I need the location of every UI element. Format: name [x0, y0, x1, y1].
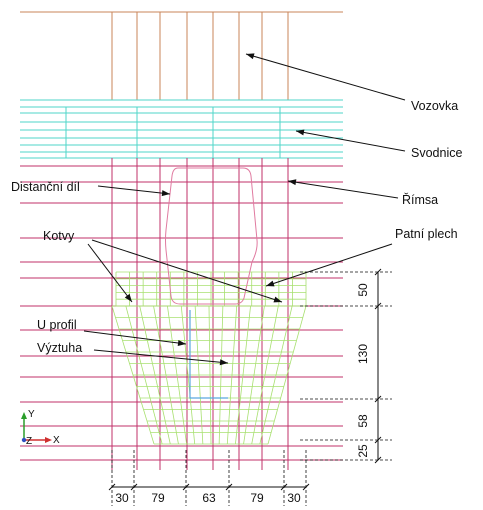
dim-v-tick-3: [374, 436, 382, 444]
spacer-outline: [165, 167, 258, 305]
dimension-lines: [108, 268, 392, 506]
dim-h-4: 79: [250, 491, 264, 505]
leader-lines: [83, 53, 406, 366]
svodnice-slab-lines: [20, 99, 343, 159]
leader-kotvy-left-line: [87, 243, 133, 303]
dim-v-3: 58: [356, 414, 370, 428]
leader-patni-plech-line: [265, 243, 393, 287]
leader-patni-plech-arrowhead: [266, 280, 275, 287]
label-vyztuha: Výztuha: [37, 341, 82, 355]
leader-vyztuha-arrowhead: [219, 359, 228, 366]
axis-z-marker: [21, 437, 27, 443]
axis-x-arrowhead: [45, 437, 52, 443]
leader-distancni-dil-arrowhead: [161, 190, 170, 197]
dim-h-5: 30: [287, 491, 301, 505]
label-patni-plech: Patní plech: [395, 227, 458, 241]
label-kotvy: Kotvy: [43, 229, 75, 243]
leader-svodnice-line: [295, 130, 406, 152]
axis-y-label: Y: [28, 409, 35, 420]
dim-v-tick-0: [374, 268, 382, 276]
dim-v-1: 50: [356, 283, 370, 297]
leader-vozovka-arrowhead: [246, 53, 255, 60]
leader-kotvy-right-arrowhead: [273, 296, 282, 303]
dim-h-1: 30: [115, 491, 129, 505]
dim-h-tick-4: [280, 483, 288, 491]
label-u-profil: U profil: [37, 318, 77, 332]
label-vozovka: Vozovka: [411, 99, 458, 113]
dim-v-tick-2: [374, 395, 382, 403]
rimsa-rail-lines: [20, 158, 343, 470]
coordinate-axes: [21, 412, 52, 443]
dim-v-4: 25: [356, 444, 370, 458]
leader-kotvy-right-line: [91, 239, 283, 303]
leader-vozovka-line: [245, 53, 406, 101]
leader-distancni-dil-line: [97, 185, 171, 195]
leader-kotvy-left-arrowhead: [124, 293, 132, 302]
dim-h-tick-5: [302, 483, 310, 491]
axis-x-label: X: [53, 435, 60, 446]
model-parts: [165, 167, 258, 399]
dim-h-tick-3: [225, 483, 233, 491]
label-rimsa: Římsa: [402, 192, 438, 207]
vozovka-deck-lines: [20, 11, 343, 100]
leader-rimsa-line: [287, 180, 399, 199]
dim-h-2: 79: [151, 491, 165, 505]
dim-v-tick-4: [374, 456, 382, 464]
dim-h-tick-2: [182, 483, 190, 491]
dim-v-2: 130: [356, 344, 370, 364]
dim-v-tick-1: [374, 302, 382, 310]
label-distancni-dil: Distanční díl: [11, 180, 80, 194]
leader-u-profil-line: [83, 330, 187, 345]
dim-h-tick-1: [130, 483, 138, 491]
leader-rimsa-arrowhead: [288, 179, 297, 186]
leader-vyztuha-line: [93, 349, 229, 364]
leader-u-profil-arrowhead: [177, 340, 186, 346]
dim-h-tick-0: [108, 483, 116, 491]
axis-z-label: Z: [26, 436, 32, 447]
label-svodnice: Svodnice: [411, 146, 462, 160]
u-profile-outline: [189, 310, 228, 399]
axis-y-arrowhead: [21, 412, 27, 419]
dim-h-3: 63: [202, 491, 216, 505]
leader-svodnice-arrowhead: [296, 129, 305, 136]
foot-mesh: [111, 271, 307, 445]
